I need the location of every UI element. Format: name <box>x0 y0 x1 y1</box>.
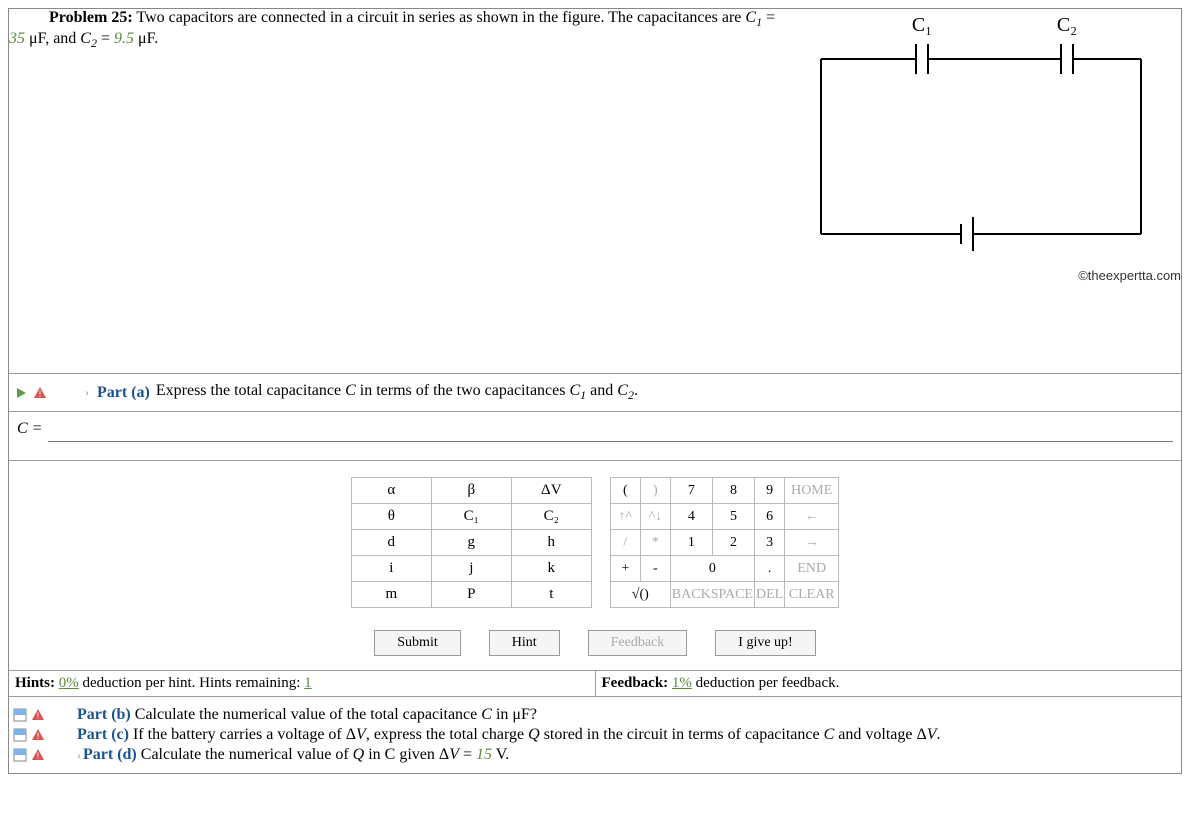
key-5[interactable]: 5 <box>712 504 754 530</box>
svg-text:!: ! <box>37 731 40 741</box>
key-h[interactable]: h <box>511 530 591 556</box>
key-sup[interactable]: ↑^ <box>610 504 640 530</box>
hint-button[interactable]: Hint <box>489 630 560 656</box>
key-1[interactable]: 1 <box>670 530 712 556</box>
key-3[interactable]: 3 <box>754 530 784 556</box>
part-b-row[interactable]: ! Part (b) Calculate the numerical value… <box>13 705 1177 725</box>
key-α[interactable]: α <box>351 478 431 504</box>
key-lparen[interactable]: ( <box>610 478 640 504</box>
key-θ[interactable]: θ <box>351 504 431 530</box>
hints-info: Hints: 0% deduction per hint. Hints rema… <box>9 671 595 696</box>
equation-input[interactable] <box>48 416 1173 442</box>
key-k[interactable]: k <box>511 556 591 582</box>
key-β[interactable]: β <box>431 478 511 504</box>
part-a-label: Part (a) <box>97 384 150 402</box>
key-plus[interactable]: + <box>610 556 640 582</box>
warning-icon: ! <box>31 708 45 722</box>
key-t[interactable]: t <box>511 582 591 608</box>
svg-text:!: ! <box>39 389 42 399</box>
copyright-text: ©theexpertta.com <box>801 268 1181 283</box>
key-7[interactable]: 7 <box>670 478 712 504</box>
key-dot[interactable]: . <box>754 556 784 582</box>
key-clear[interactable]: CLEAR <box>785 582 839 608</box>
submit-button[interactable]: Submit <box>374 630 460 656</box>
key-0[interactable]: 0 <box>670 556 754 582</box>
feedback-info: Feedback: 1% deduction per feedback. <box>595 671 1182 696</box>
key-9[interactable]: 9 <box>754 478 784 504</box>
symbol-keypad: αβΔV θC₁C₂ dgh ijk mPt <box>351 477 592 608</box>
key-j[interactable]: j <box>431 556 511 582</box>
c2-label: C₂ <box>1057 14 1077 36</box>
key-minus[interactable]: - <box>640 556 670 582</box>
key-left[interactable]: ← <box>785 504 839 530</box>
warning-icon: ! <box>31 748 45 762</box>
key-C₁[interactable]: C₁ <box>431 504 511 530</box>
key-sub[interactable]: ^↓ <box>640 504 670 530</box>
key-2[interactable]: 2 <box>712 530 754 556</box>
key-d[interactable]: d <box>351 530 431 556</box>
key-ΔV[interactable]: ΔV <box>511 478 591 504</box>
key-mul[interactable]: * <box>640 530 670 556</box>
key-6[interactable]: 6 <box>754 504 784 530</box>
circuit-diagram: C₁ C₂ <box>801 9 1161 259</box>
problem-number: Problem 25: <box>49 9 133 26</box>
key-g[interactable]: g <box>431 530 511 556</box>
part-d-row[interactable]: ! ›Part (d) Calculate the numerical valu… <box>13 745 1177 765</box>
status-square-icon <box>13 748 27 762</box>
key-8[interactable]: 8 <box>712 478 754 504</box>
warning-icon: ! <box>33 386 47 400</box>
key-sqrt[interactable]: √() <box>610 582 670 608</box>
key-end[interactable]: END <box>785 556 839 582</box>
status-square-icon <box>13 708 27 722</box>
play-icon <box>15 387 27 399</box>
key-backspace[interactable]: BACKSPACE <box>670 582 754 608</box>
feedback-button[interactable]: Feedback <box>588 630 688 656</box>
equation-lhs: C = <box>17 420 42 438</box>
key-right[interactable]: → <box>785 530 839 556</box>
c1-label: C₁ <box>912 14 932 36</box>
problem-statement: Problem 25: Two capacitors are connected… <box>9 9 801 283</box>
svg-text:!: ! <box>37 751 40 761</box>
part-a-text: Express the total capacitance C in terms… <box>156 382 638 403</box>
key-m[interactable]: m <box>351 582 431 608</box>
part-c-row[interactable]: ! Part (c) If the battery carries a volt… <box>13 725 1177 745</box>
part-a-header: ! › Part (a) Express the total capacitan… <box>9 374 1181 411</box>
svg-text:!: ! <box>37 711 40 721</box>
key-div[interactable]: / <box>610 530 640 556</box>
key-i[interactable]: i <box>351 556 431 582</box>
key-C₂[interactable]: C₂ <box>511 504 591 530</box>
key-4[interactable]: 4 <box>670 504 712 530</box>
warning-icon: ! <box>31 728 45 742</box>
key-del[interactable]: DEL <box>754 582 784 608</box>
giveup-button[interactable]: I give up! <box>715 630 815 656</box>
numeric-keypad: ( ) 7 8 9 HOME ↑^ ^↓ 4 5 6 ← / * 1 2 3 →… <box>610 477 839 608</box>
status-square-icon <box>13 728 27 742</box>
key-home[interactable]: HOME <box>785 478 839 504</box>
key-P[interactable]: P <box>431 582 511 608</box>
key-rparen[interactable]: ) <box>640 478 670 504</box>
